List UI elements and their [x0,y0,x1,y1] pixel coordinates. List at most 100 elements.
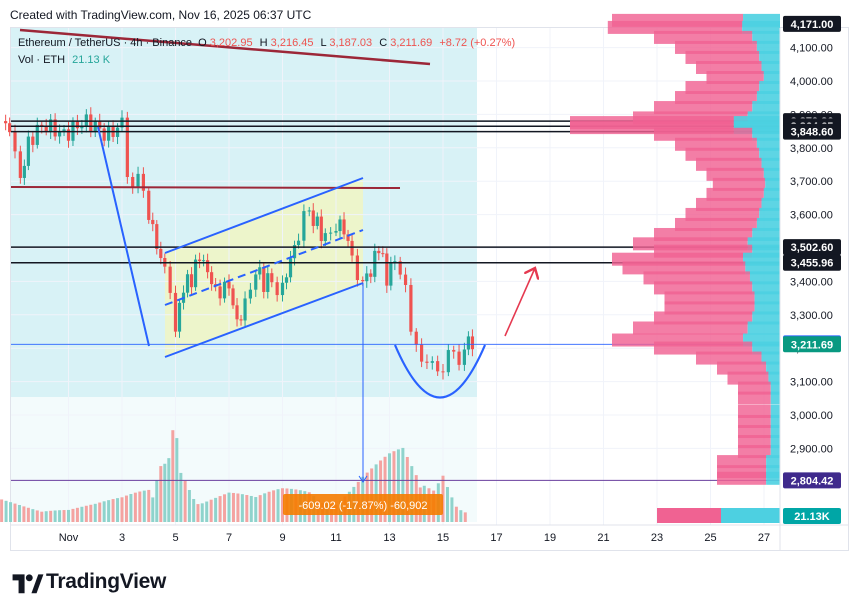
volume-bar [116,498,120,522]
candle-body [98,120,102,129]
volume-bar [227,492,231,522]
volume-profile-bar-pink [738,415,771,429]
volume-bar [129,494,133,522]
volume-profile-bar-pink [738,391,771,405]
volume-bar [62,510,66,522]
candle-body [381,253,385,255]
time-axis-tick: 17 [490,532,502,544]
volume-bar [171,430,175,522]
volume-profile-bar-cyan [770,445,780,459]
svg-text:Ethereum / TetherUS · 4h · Bin: Ethereum / TetherUS · 4h · Binance O 3,2… [18,37,515,49]
legend-high-label: H [260,37,268,49]
range-box-upper [11,28,477,397]
volume-profile-bar-pink [643,271,750,285]
legend-symbol: Ethereum / TetherUS · 4h · Binance [18,37,192,49]
time-axis-tick: 27 [758,532,770,544]
legend-close-value: 3,211.69 [390,37,432,49]
price-label-box [783,508,841,524]
volume-profile-bar-pink [685,50,760,64]
legend-change: +8.72 (+0.27%) [439,37,515,49]
volume-profile-bar-pink [654,311,753,325]
price-label: 2,804.42 [783,472,841,489]
volume-bar [84,505,88,522]
volume-bar [209,499,213,522]
volume-bar [218,496,222,522]
volume-profile-bar-pink [696,60,762,74]
volume-bar [272,490,276,522]
price-label-box [783,15,841,32]
candle-body [235,305,239,320]
candle-body [218,286,222,299]
volume-profile-bar-cyan [763,167,780,181]
volume-profile-bar-cyan [761,351,780,365]
volume-profile-bar-pink [664,301,755,315]
price-axis-tick: 3,300.00 [790,310,833,322]
volume-profile-bar-cyan [761,157,780,171]
candle-body [80,126,84,129]
chart-frame[interactable] [10,27,849,551]
candle-body [4,121,8,124]
volume-bar [223,494,227,522]
volume-bar [9,502,13,522]
candle-body [334,231,338,233]
volume-bar [463,512,467,522]
candle-body [452,350,456,352]
candle-body [26,136,30,166]
volume-profile-bar-pink [717,455,767,469]
price-axis-tick: 3,100.00 [790,377,833,389]
candle-body [262,267,266,292]
candle-body [403,274,408,285]
candle-body [446,350,450,373]
volume-bar [267,491,271,522]
tradingview-brand-text[interactable]: TradingView [46,570,167,593]
volume-bar [258,495,262,522]
volume-bar [249,495,253,522]
volume-profile-bar-cyan [770,405,780,418]
candle-body [107,127,111,141]
price-label-box [783,123,841,140]
volume-profile-bar-pink [675,217,757,231]
legend-open-label: O [198,37,207,49]
volume-profile-bar-pink [685,207,760,221]
candle-body [177,302,182,332]
candle-body [280,282,285,296]
candle-body [361,280,365,282]
candle-body [44,126,48,132]
candle-body [329,232,333,234]
price-label-text: 3,455.96 [791,258,834,270]
price-label-text: 3,502.60 [791,242,834,254]
candle-body [159,248,163,259]
candle-body [193,259,198,288]
volume-profile-bar-cyan [752,311,780,325]
volume-profile-bar-cyan [768,371,780,385]
candle-body [141,173,145,191]
volume-bar [392,451,396,522]
price-axis-tick: 3,600.00 [790,210,833,222]
candle-body [302,211,306,241]
price-label: 4,171.00 [783,15,841,32]
candle-body [346,234,350,241]
price-label: 21.13K [783,508,841,524]
volume-profile-bar-cyan [759,207,780,221]
volume-bar [450,497,454,522]
rounded-bottom-curve [393,344,487,399]
volume-bar [67,509,70,522]
candle-body [275,282,279,296]
volume-profile-bar-cyan [766,455,780,469]
volume-bar [93,503,97,522]
volume-profile-bar-cyan [752,341,780,355]
volume-profile-bar-pink [675,40,757,54]
candle-body [131,176,135,188]
volume-bar [379,460,383,522]
measure-tool-label[interactable]: -609.02 (-17.87%) -60,902 [283,494,443,515]
candle-body [22,165,26,178]
candle-body [89,114,93,132]
price-label-box [783,472,841,489]
candle-body [323,233,327,242]
volume-bar [151,497,155,522]
time-axis-tick: 23 [651,532,663,544]
candle-body [13,132,17,152]
volume-bar [89,504,93,522]
candle-body [206,260,210,273]
